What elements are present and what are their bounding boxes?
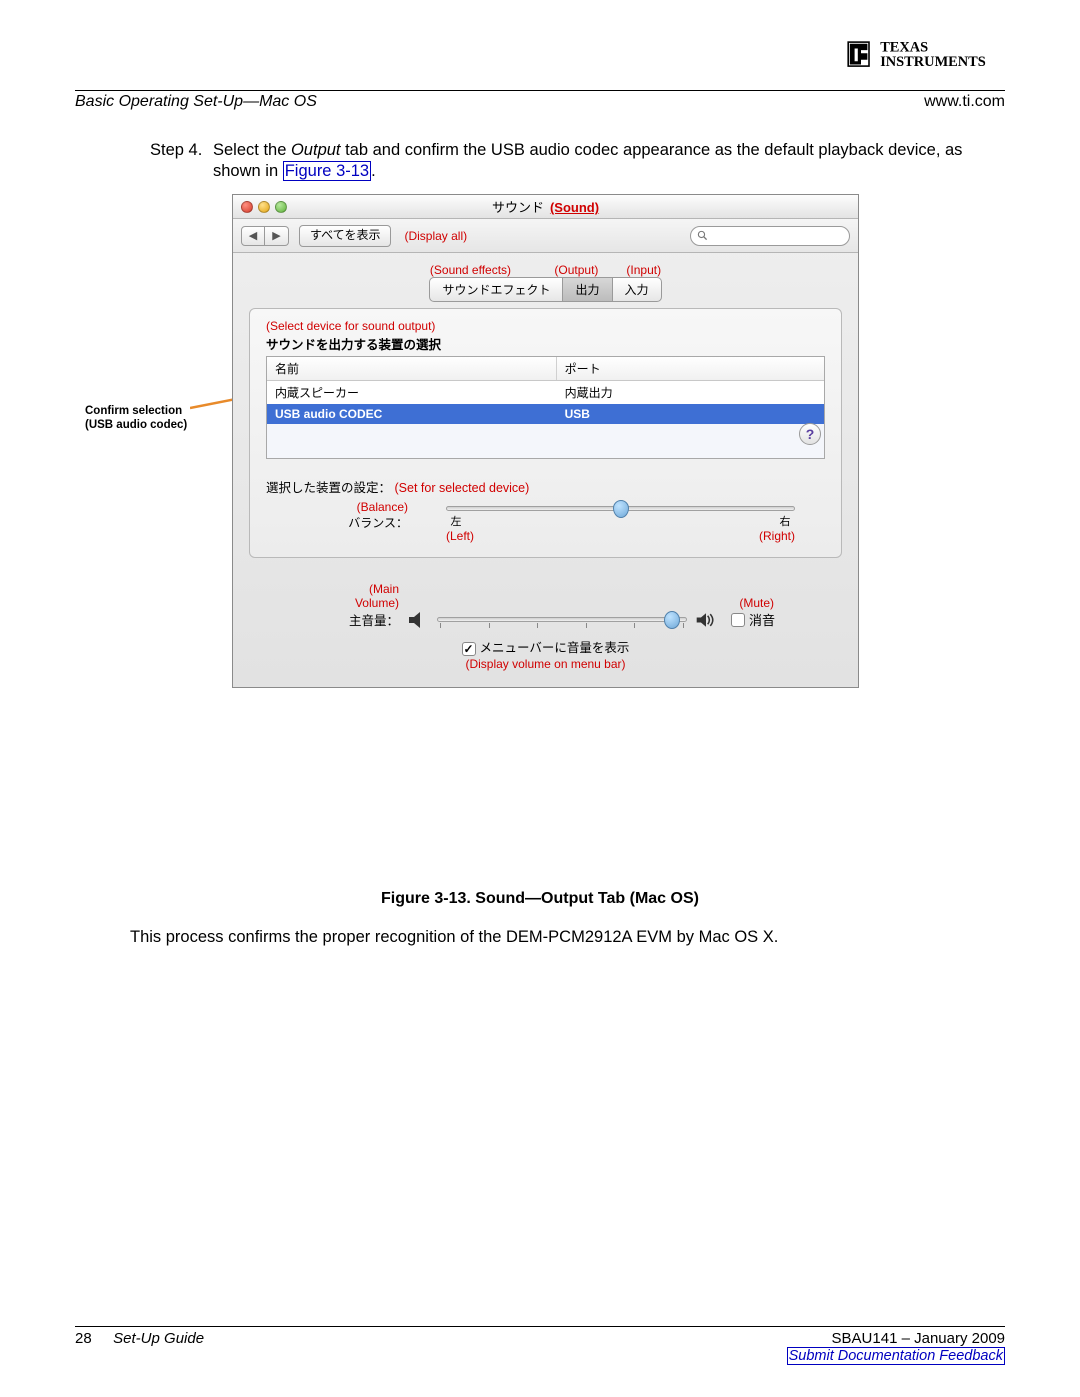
page-footer: 28 Set-Up Guide SBAU141 – January 2009 S… bbox=[75, 1326, 1005, 1365]
balance-control: (Balance) バランス： 左 右 bbox=[266, 500, 825, 543]
window-titlebar: サウンド(Sound) bbox=[233, 195, 858, 219]
balance-ann: (Left) (Right) bbox=[446, 529, 795, 543]
footer-guide: Set-Up Guide bbox=[113, 1330, 204, 1347]
ti-logo: TEXAS INSTRUMENTS bbox=[845, 30, 1005, 75]
forward-button[interactable]: ▶ bbox=[265, 226, 289, 246]
select-device-annotation: (Select device for sound output) bbox=[266, 319, 825, 333]
table-row[interactable]: 内蔵スピーカー 内蔵出力 bbox=[267, 381, 824, 404]
select-device-label: サウンドを出力する装置の選択 bbox=[266, 334, 825, 353]
figure-caption: Figure 3-13. Sound—Output Tab (Mac OS) bbox=[75, 890, 1005, 908]
main-volume-ann1: (Main bbox=[249, 582, 399, 596]
tab-output[interactable]: 出力 bbox=[563, 277, 612, 302]
speaker-max-icon bbox=[695, 611, 717, 629]
table-empty-area bbox=[267, 424, 824, 458]
tabs: サウンドエフェクト 出力 入力 bbox=[249, 277, 842, 302]
show-all-button[interactable]: すべてを表示 bbox=[299, 225, 391, 247]
window-title: サウンド(Sound) bbox=[233, 197, 858, 216]
device-table: 名前 ポート 内蔵スピーカー 内蔵出力 USB audio CODEC USB bbox=[266, 356, 825, 459]
show-volume-menubar: メニューバーに音量を表示 bbox=[249, 637, 842, 656]
search-input[interactable] bbox=[690, 226, 850, 246]
volume-slider[interactable] bbox=[437, 617, 687, 622]
step-label: Step 4. bbox=[150, 140, 213, 161]
tabs-annotation: (Sound effects) (Output)(Input) bbox=[249, 263, 842, 277]
tab-input[interactable]: 入力 bbox=[613, 277, 662, 302]
menubar-annotation: (Display volume on menu bar) bbox=[249, 657, 842, 671]
figure-link[interactable]: Figure 3-13 bbox=[283, 161, 371, 181]
footer-feedback-link[interactable]: Submit Documentation Feedback bbox=[787, 1347, 1005, 1365]
closing-text: This process confirms the proper recogni… bbox=[130, 928, 778, 947]
toolbar: ◀ ▶ すべてを表示 (Display all) bbox=[233, 219, 858, 253]
balance-slider[interactable] bbox=[446, 506, 795, 511]
back-button[interactable]: ◀ bbox=[241, 226, 265, 246]
table-header: 名前 ポート bbox=[267, 357, 824, 381]
speaker-min-icon bbox=[407, 611, 429, 629]
main-volume-ann2: Volume) bbox=[249, 596, 399, 610]
footer-docid: SBAU141 – January 2009 bbox=[787, 1330, 1005, 1347]
tab-sound-effects[interactable]: サウンドエフェクト bbox=[429, 277, 563, 302]
step-4: Step 4.Select the Output tab and confirm… bbox=[150, 140, 1005, 183]
col-port: ポート bbox=[557, 357, 824, 380]
mute-label: 消音 bbox=[749, 610, 775, 629]
page-header: Basic Operating Set-Up—Mac OS www.ti.com bbox=[75, 90, 1005, 111]
col-name: 名前 bbox=[267, 357, 557, 380]
svg-text:TEXAS: TEXAS bbox=[880, 40, 928, 56]
help-button[interactable]: ? bbox=[799, 423, 821, 445]
confirm-selection-callout: Confirm selection (USB audio codec) bbox=[85, 404, 187, 433]
output-panel: (Select device for sound output) サウンドを出力… bbox=[249, 308, 842, 558]
balance-label: バランス： bbox=[348, 516, 408, 530]
main-volume-label: 主音量： bbox=[249, 610, 399, 629]
balance-annotation: (Balance) bbox=[266, 500, 408, 514]
menubar-checkbox[interactable] bbox=[462, 642, 476, 656]
step-body: Select the Output tab and confirm the US… bbox=[213, 140, 993, 183]
mac-sound-window: サウンド(Sound) ◀ ▶ すべてを表示 (Display all) (So… bbox=[232, 194, 859, 688]
show-all-annotation: (Display all) bbox=[404, 229, 467, 243]
page-number: 28 bbox=[75, 1330, 109, 1347]
mute-annotation: (Mute) bbox=[739, 596, 774, 610]
header-url: www.ti.com bbox=[924, 93, 1005, 111]
mute-checkbox[interactable] bbox=[731, 613, 745, 627]
selected-device-settings: 選択した装置の設定： (Set for selected device) bbox=[266, 477, 825, 496]
svg-text:INSTRUMENTS: INSTRUMENTS bbox=[880, 54, 986, 70]
table-row-selected[interactable]: USB audio CODEC USB bbox=[267, 404, 824, 424]
section-title: Basic Operating Set-Up—Mac OS bbox=[75, 93, 317, 111]
slider-thumb-icon[interactable] bbox=[613, 500, 629, 518]
search-icon bbox=[697, 230, 708, 241]
